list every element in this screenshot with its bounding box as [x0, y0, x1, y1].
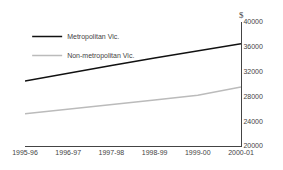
svg-text:28000: 28000 [243, 93, 263, 100]
svg-text:2000-01: 2000-01 [228, 149, 254, 156]
svg-text:$: $ [239, 10, 244, 20]
svg-text:1997-98: 1997-98 [99, 149, 125, 156]
svg-text:40000: 40000 [243, 18, 263, 25]
svg-text:1999-00: 1999-00 [185, 149, 211, 156]
svg-text:36000: 36000 [243, 43, 263, 50]
svg-text:1995-96: 1995-96 [12, 149, 38, 156]
svg-text:Non-metropolitan Vic.: Non-metropolitan Vic. [67, 52, 134, 60]
svg-text:32000: 32000 [243, 68, 263, 75]
svg-text:1996-97: 1996-97 [55, 149, 81, 156]
svg-text:20000: 20000 [243, 142, 263, 149]
svg-text:1998-99: 1998-99 [142, 149, 168, 156]
svg-text:Metropolitan Vic.: Metropolitan Vic. [67, 33, 119, 41]
svg-text:24000: 24000 [243, 118, 263, 125]
